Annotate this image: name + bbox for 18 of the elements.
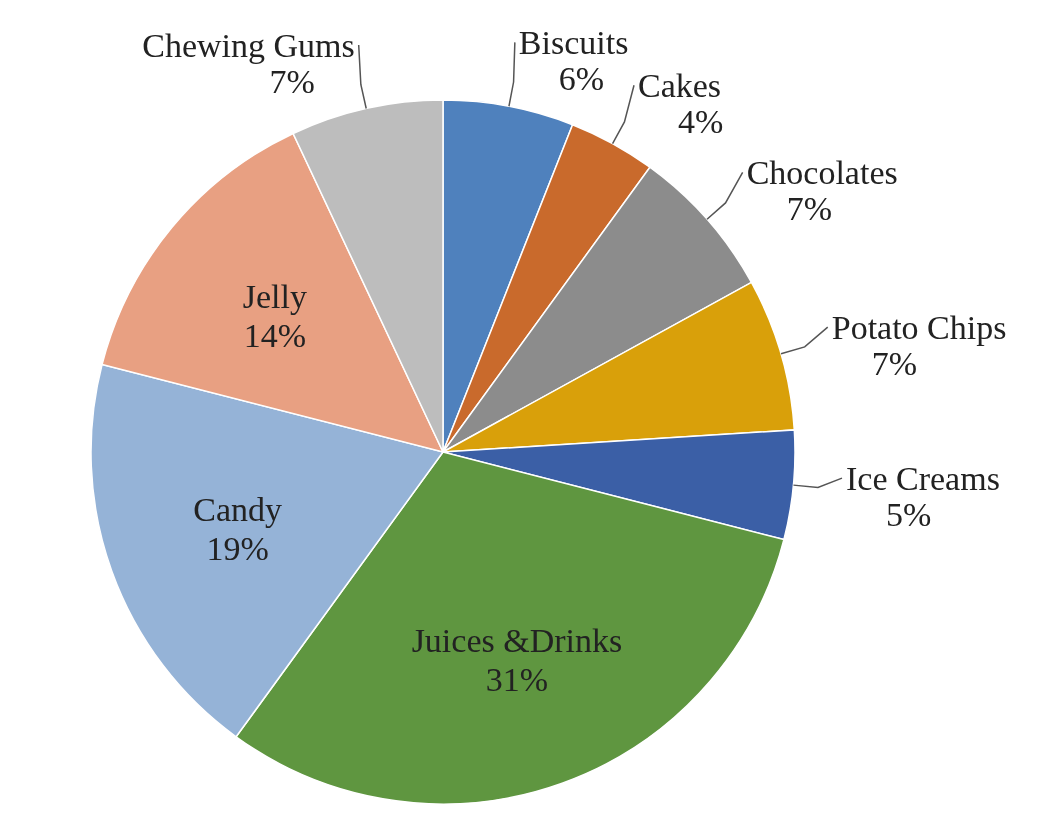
slice-label: Chocolates (746, 154, 898, 192)
data-label: 19% (206, 529, 269, 567)
data-label: 14% (243, 316, 307, 354)
slice-label: Biscuits (518, 24, 629, 62)
slice-label: Potato Chips (831, 309, 1007, 347)
data-label: 7% (871, 344, 918, 382)
slice-label: Ice Creams (846, 460, 1000, 498)
data-label: 31% (485, 661, 549, 699)
data-label: 7% (269, 62, 315, 100)
data-label: 4% (678, 102, 724, 140)
slice-label: Candy (193, 490, 283, 528)
slice-label: Chewing Gums (142, 26, 355, 64)
slice-label: Cakes (638, 67, 722, 105)
slice-label: Juices &Drinks (411, 622, 623, 660)
data-label: 7% (786, 190, 832, 227)
data-label: 5% (886, 495, 932, 533)
slice-label: Jelly (242, 277, 307, 315)
data-label: 6% (558, 60, 605, 98)
